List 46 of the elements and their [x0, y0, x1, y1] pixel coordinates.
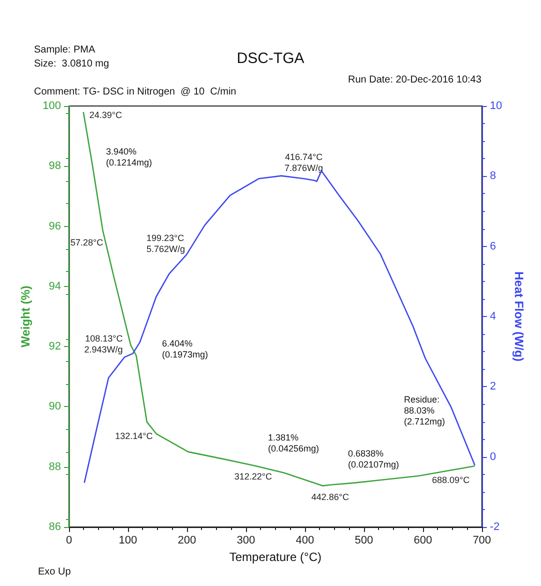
x-tick-label: 700: [472, 534, 492, 546]
text: Size: 3.0810 mg: [34, 58, 110, 70]
y-tick-label: 94: [48, 280, 61, 292]
x-tick-label: 100: [118, 534, 138, 546]
annotation: 442.86°C: [311, 492, 350, 502]
chart-title: DSC-TGA: [236, 50, 304, 67]
y2-tick-label: 4: [490, 310, 496, 322]
annotation: 24.39°C: [89, 110, 123, 120]
y2-tick-label: 2: [490, 380, 496, 393]
annotation: 132.14°C: [115, 431, 154, 442]
x-tick-label: 200: [178, 534, 196, 546]
y-tick-label: 100: [42, 100, 61, 112]
y-tick-label: 98: [48, 160, 61, 172]
annotation: Residue: 88.03% (2.712mg): [404, 394, 446, 426]
y-axis-title: Weight (%): [18, 286, 33, 348]
y2-tick-label: 8: [490, 170, 496, 182]
y-tick-label: 86: [48, 521, 61, 533]
annotation: 416.74°C 7.876W/g: [284, 152, 324, 174]
annotation: 312.22°C: [234, 471, 272, 482]
x-axis-title: Temperature (°C): [229, 550, 322, 564]
annotation: 108.13°C 2.943W/g: [84, 334, 124, 355]
text: Run Date: 20-Dec-2016 10:43: [348, 74, 482, 86]
y-tick-label: 88: [48, 460, 61, 473]
text: Exo Up: [38, 566, 72, 578]
y2-axis-title: Heat Flow (W/g): [512, 272, 526, 362]
annotation: 0.6838% (0.02107mg): [348, 448, 400, 470]
y2-tick-label: 6: [490, 240, 496, 252]
x-tick-label: 600: [414, 534, 432, 546]
x-tick-label: 0: [66, 534, 72, 546]
text: Comment: TG- DSC in Nitrogen @ 10 C/min: [34, 86, 236, 98]
annotation: 57.28°C: [70, 237, 104, 248]
y-tick-label: 90: [48, 400, 61, 413]
x-tick-label: 400: [296, 534, 314, 546]
x-tick-label: 500: [354, 534, 374, 546]
y-tick-label: 92: [48, 340, 61, 353]
y2-tick-label: 0: [490, 450, 496, 463]
text: Sample: PMA: [34, 44, 96, 56]
x-tick-label: 300: [236, 534, 256, 546]
annotation: 1.381% (0.04256mg): [268, 432, 320, 454]
annotation: 688.09°C: [432, 474, 470, 485]
annotation: 3.940% (0.1214mg): [106, 146, 152, 168]
annotation: 199.23°C 5.762W/g: [146, 233, 186, 254]
y-tick-label: 96: [48, 220, 61, 232]
y2-tick-label: 10: [490, 100, 502, 112]
annotation: 6.404% (0.1973mg): [162, 338, 208, 360]
y2-tick-label: -2: [490, 521, 500, 533]
